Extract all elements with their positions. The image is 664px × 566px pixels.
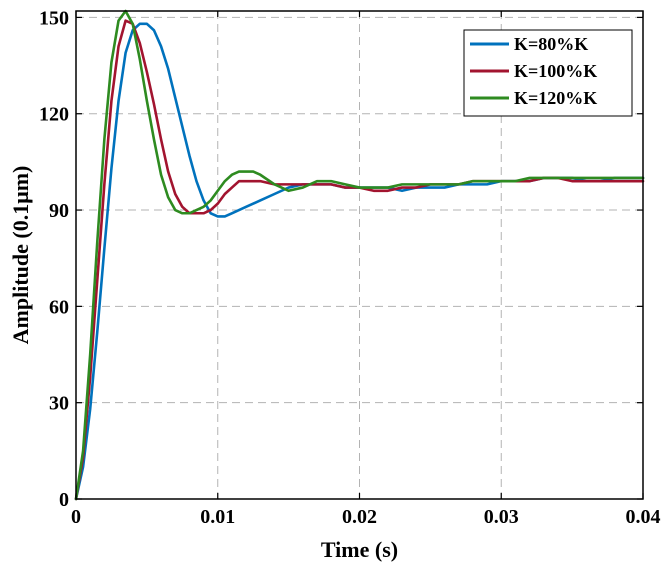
legend: K=80%K K=100%K K=120%K xyxy=(463,29,633,117)
y-tick-label: 60 xyxy=(49,296,69,318)
legend-label: K=100%K xyxy=(514,61,597,81)
series-line-3 xyxy=(74,9,645,501)
y-tick-label: 150 xyxy=(39,7,69,29)
x-axis-title: Time (s) xyxy=(321,537,398,562)
x-tick-label: 0.04 xyxy=(626,506,661,528)
y-tick-label: 90 xyxy=(49,200,69,222)
x-tick-label: 0.01 xyxy=(200,506,235,528)
axis-ticks: 0 0.01 0.02 0.03 0.04 0 30 60 90 120 150 xyxy=(39,7,661,528)
y-axis-title: Amplitude (0.1μm) xyxy=(8,166,33,345)
legend-label: K=120%K xyxy=(514,88,597,108)
x-tick-label: 0.02 xyxy=(342,506,377,528)
series-lines xyxy=(74,9,645,501)
x-tick-label: 0 xyxy=(71,506,81,528)
y-tick-label: 30 xyxy=(49,393,69,415)
y-tick-label: 120 xyxy=(39,104,69,126)
legend-label: K=80%K xyxy=(514,34,588,54)
x-tick-label: 0.03 xyxy=(484,506,519,528)
y-tick-label: 0 xyxy=(59,489,69,511)
